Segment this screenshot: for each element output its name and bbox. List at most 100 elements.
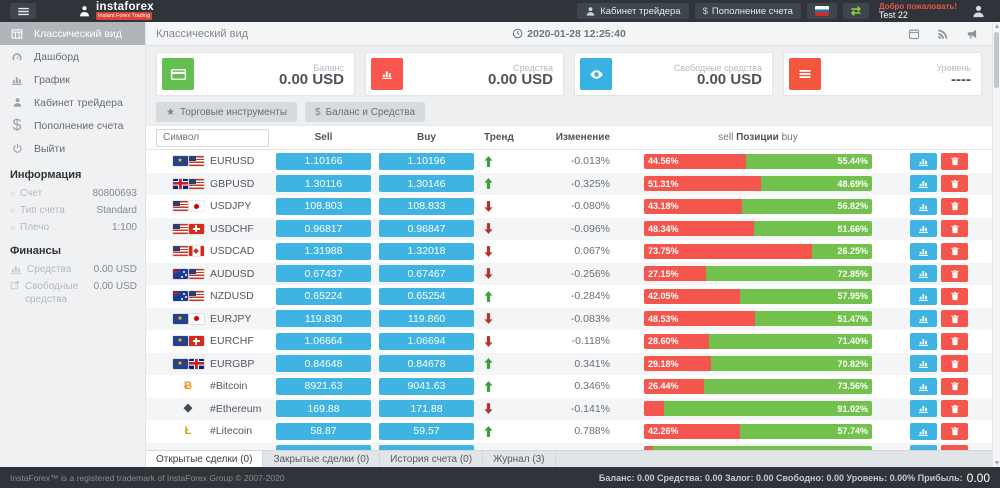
sidebar-item[interactable]: Дашборд xyxy=(0,45,145,68)
buy-price-button[interactable]: 0.84678 xyxy=(379,355,474,373)
buy-price-button[interactable]: 0.65254 xyxy=(379,287,474,305)
account-summary: Баланс: 0.00 Средства: 0.00 Залог: 0.00 … xyxy=(598,472,963,483)
buy-price-button[interactable]: 1.06694 xyxy=(379,332,474,350)
open-chart-button[interactable] xyxy=(910,310,937,328)
calendar-icon[interactable] xyxy=(908,28,920,40)
sell-price-button[interactable]: 1.31988 xyxy=(276,242,371,260)
remove-symbol-button[interactable] xyxy=(941,265,968,283)
symbol-search-input[interactable] xyxy=(156,128,269,147)
scrollbar-thumb[interactable] xyxy=(994,32,999,88)
trading-instruments-label: Торговые инструменты xyxy=(179,106,287,118)
tab[interactable]: Журнал (3) xyxy=(483,451,556,467)
sell-positions-segment: 73.75% xyxy=(644,243,813,259)
trading-instruments-button[interactable]: ★ Торговые инструменты xyxy=(156,102,297,122)
megaphone-icon[interactable] xyxy=(966,28,978,40)
remove-symbol-button[interactable] xyxy=(941,287,968,305)
remove-symbol-button[interactable] xyxy=(941,355,968,373)
sell-price-button[interactable]: 108.803 xyxy=(276,197,371,215)
sell-price-button[interactable]: 0.67437 xyxy=(276,265,371,283)
brand-tagline: Instant Forex Trading xyxy=(96,11,152,20)
sell-price-button[interactable]: 1.06664 xyxy=(276,332,371,350)
open-chart-button[interactable] xyxy=(910,220,937,238)
remove-symbol-button[interactable] xyxy=(941,332,968,350)
language-flag-button[interactable] xyxy=(806,3,837,19)
open-chart-button[interactable] xyxy=(910,332,937,350)
sell-price-button[interactable]: 169.88 xyxy=(276,400,371,418)
buy-positions-label: 91.02% xyxy=(837,403,868,414)
tab[interactable]: Открытые сделки (0) xyxy=(146,451,264,467)
hamburger-menu-button[interactable] xyxy=(10,3,36,19)
remove-symbol-button[interactable] xyxy=(941,310,968,328)
buy-price-button[interactable]: 1.32018 xyxy=(379,242,474,260)
open-chart-button[interactable] xyxy=(910,152,937,170)
balance-funds-button[interactable]: $ Баланс и Средства xyxy=(305,102,426,122)
sell-price-button[interactable]: 58.87 xyxy=(276,422,371,440)
sell-price-button[interactable]: 119.830 xyxy=(276,310,371,328)
symbol-icons xyxy=(172,178,204,189)
open-chart-button[interactable] xyxy=(910,355,937,373)
sell-price-button[interactable]: 0.96817 xyxy=(276,220,371,238)
remove-symbol-button[interactable] xyxy=(941,242,968,260)
trader-cabinet-button[interactable]: Кабинет трейдера xyxy=(577,3,689,19)
sell-price-button[interactable]: 8921.63 xyxy=(276,377,371,395)
open-chart-button[interactable] xyxy=(910,197,937,215)
remove-symbol-button[interactable] xyxy=(941,422,968,440)
symbol-icons: Ł xyxy=(172,425,204,437)
sell-price-button[interactable]: 1.10166 xyxy=(276,152,371,170)
rss-icon[interactable] xyxy=(937,28,949,40)
open-chart-button[interactable] xyxy=(910,242,937,260)
buy-price-button[interactable]: 0.67467 xyxy=(379,265,474,283)
remove-symbol-button[interactable] xyxy=(941,445,968,450)
credit-card-icon xyxy=(162,58,194,90)
remove-symbol-button[interactable] xyxy=(941,175,968,193)
deposit-button[interactable]: $ Пополнение счета xyxy=(694,3,801,19)
remove-symbol-button[interactable] xyxy=(941,400,968,418)
buy-price-button[interactable]: 1.30146 xyxy=(379,175,474,193)
buy-price-button[interactable]: 9041.63 xyxy=(379,377,474,395)
brand-logo[interactable]: instaforex Instant Forex Trading xyxy=(78,1,154,20)
sidebar-item[interactable]: Классический вид xyxy=(0,22,145,45)
tab[interactable]: История счета (0) xyxy=(380,451,484,467)
remove-symbol-button[interactable] xyxy=(941,220,968,238)
buy-price-button[interactable]: 1.10196 xyxy=(379,152,474,170)
user-avatar-icon[interactable] xyxy=(971,4,986,19)
symbol-label: EURUSD xyxy=(210,155,255,168)
buy-price-button[interactable]: 0.96847 xyxy=(379,220,474,238)
open-chart-button[interactable] xyxy=(910,287,937,305)
sell-price-button[interactable]: 0.84648 xyxy=(276,355,371,373)
open-chart-button[interactable] xyxy=(910,377,937,395)
remove-symbol-button[interactable] xyxy=(941,377,968,395)
sidebar-item[interactable]: Кабинет трейдера xyxy=(0,91,145,114)
buy-positions-segment: 71.40% xyxy=(709,333,872,349)
card-value: ---- xyxy=(951,71,971,88)
sell-price-button[interactable] xyxy=(276,445,371,450)
remove-symbol-button[interactable] xyxy=(941,152,968,170)
open-chart-button[interactable] xyxy=(910,400,937,418)
sidebar-item[interactable]: $ Пополнение счета xyxy=(0,114,145,137)
buy-price-button[interactable]: 119.860 xyxy=(379,310,474,328)
symbol-icons: Ƀ xyxy=(172,380,204,392)
finance-row: Свободные средства 0.00 USD xyxy=(0,278,145,308)
open-chart-button[interactable] xyxy=(910,445,937,450)
welcome-block: Добро пожаловать! Test 22 xyxy=(879,2,957,20)
buy-price-button[interactable]: 59.57 xyxy=(379,422,474,440)
sell-price-button[interactable]: 1.30116 xyxy=(276,175,371,193)
symbol-cell: Ł #Litecoin xyxy=(146,420,272,443)
remove-symbol-button[interactable] xyxy=(941,197,968,215)
sidebar-item[interactable]: График xyxy=(0,68,145,91)
change-value: -0.325% xyxy=(570,177,610,190)
sell-price-button[interactable]: 0.65224 xyxy=(276,287,371,305)
buy-price-button[interactable]: 108.833 xyxy=(379,197,474,215)
vertical-scrollbar[interactable] xyxy=(992,22,1000,467)
currency-swap-button[interactable]: ⇄ xyxy=(842,3,869,19)
sidebar-item[interactable]: Выйти xyxy=(0,137,145,160)
table-row: Ƀ #Bitcoin 8921.63 9041.63 0.346% 26.44%… xyxy=(146,375,992,398)
sidebar-item-label: Классический вид xyxy=(34,27,122,40)
open-chart-button[interactable] xyxy=(910,422,937,440)
trend-arrow-icon xyxy=(484,380,493,392)
buy-price-button[interactable]: 171.88 xyxy=(379,400,474,418)
open-chart-button[interactable] xyxy=(910,265,937,283)
tab[interactable]: Закрытые сделки (0) xyxy=(263,451,381,467)
buy-price-button[interactable] xyxy=(379,445,474,450)
open-chart-button[interactable] xyxy=(910,175,937,193)
